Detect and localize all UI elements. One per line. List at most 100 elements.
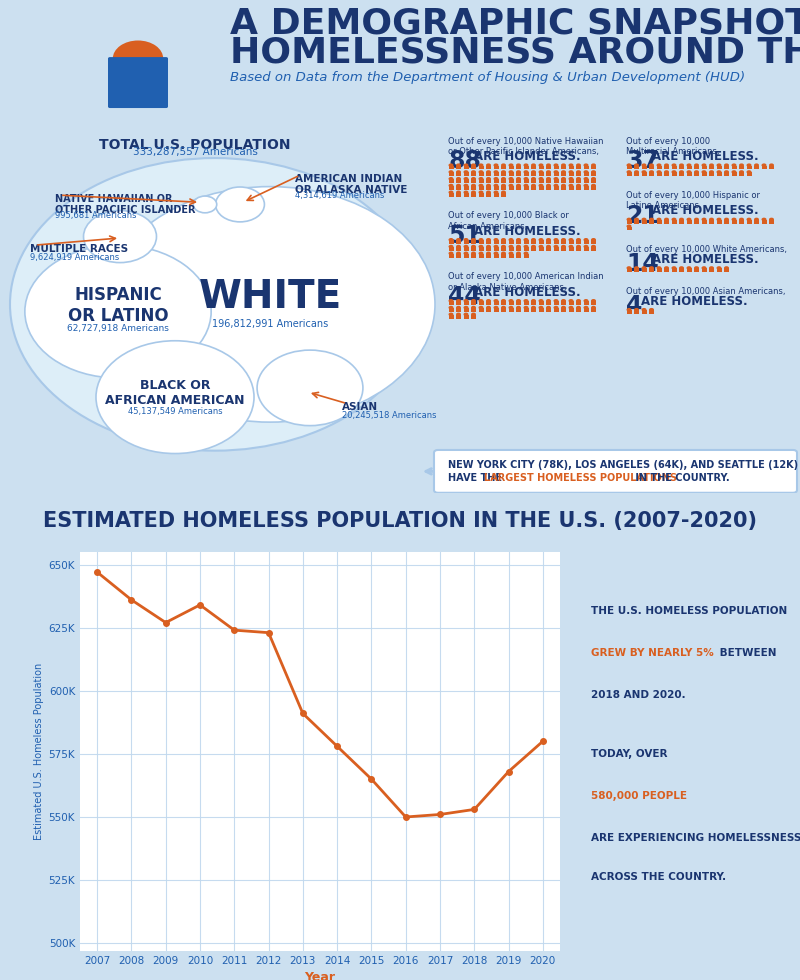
Bar <box>634 220 639 223</box>
Text: Out of every 10,000 White Americans,: Out of every 10,000 White Americans, <box>626 245 787 254</box>
Circle shape <box>664 218 669 221</box>
Bar <box>523 308 529 312</box>
Bar <box>569 240 574 244</box>
Bar <box>754 166 759 170</box>
Bar <box>471 315 476 318</box>
Bar <box>561 166 566 170</box>
Circle shape <box>486 164 491 167</box>
Circle shape <box>501 299 506 303</box>
Bar <box>538 308 543 312</box>
Circle shape <box>10 158 420 451</box>
Bar <box>626 166 631 170</box>
Circle shape <box>702 164 706 167</box>
Text: 995,681 Americans: 995,681 Americans <box>55 211 137 220</box>
Circle shape <box>501 164 506 167</box>
Text: Based on Data from the Department of Housing & Urban Development (HUD): Based on Data from the Department of Hou… <box>230 72 745 84</box>
Circle shape <box>746 218 751 221</box>
Bar <box>642 220 646 223</box>
Bar <box>463 315 469 318</box>
Circle shape <box>509 183 514 187</box>
Circle shape <box>509 164 514 167</box>
Circle shape <box>686 218 691 221</box>
Bar <box>523 301 529 305</box>
Bar <box>509 186 514 190</box>
Circle shape <box>554 164 558 167</box>
Circle shape <box>762 164 766 167</box>
Bar <box>649 166 654 170</box>
Bar <box>509 254 514 258</box>
Bar <box>634 166 639 170</box>
Circle shape <box>471 306 476 310</box>
Circle shape <box>626 171 631 173</box>
Bar <box>516 186 521 190</box>
Text: 44: 44 <box>448 285 481 309</box>
Circle shape <box>516 164 521 167</box>
Text: 333,287,557 Americans: 333,287,557 Americans <box>133 147 258 158</box>
Circle shape <box>478 177 483 180</box>
Circle shape <box>486 238 491 241</box>
Circle shape <box>769 164 774 167</box>
Circle shape <box>649 218 654 221</box>
Bar <box>724 166 729 170</box>
Bar <box>569 186 574 190</box>
Bar <box>531 308 536 312</box>
Bar <box>494 301 498 305</box>
Bar <box>463 172 469 176</box>
Bar <box>494 247 498 251</box>
Circle shape <box>478 183 483 187</box>
Bar <box>449 240 454 244</box>
Circle shape <box>546 238 551 241</box>
Circle shape <box>634 171 639 173</box>
Circle shape <box>591 299 596 303</box>
Bar <box>554 166 558 170</box>
Text: 4,314,619 Americans: 4,314,619 Americans <box>295 191 384 200</box>
Circle shape <box>463 306 469 310</box>
Bar <box>671 220 677 223</box>
Bar <box>456 186 461 190</box>
Bar <box>501 193 506 197</box>
Circle shape <box>456 190 461 194</box>
Circle shape <box>516 238 521 241</box>
Circle shape <box>686 164 691 167</box>
Bar <box>569 172 574 176</box>
Bar <box>591 308 596 312</box>
Bar <box>591 166 596 170</box>
Bar <box>576 172 581 176</box>
Circle shape <box>591 171 596 173</box>
Circle shape <box>657 218 662 221</box>
Bar <box>576 166 581 170</box>
Circle shape <box>591 164 596 167</box>
Circle shape <box>754 164 759 167</box>
Bar <box>717 220 722 223</box>
Circle shape <box>523 245 529 248</box>
Text: A DEMOGRAPHIC SNAPSHOT OF: A DEMOGRAPHIC SNAPSHOT OF <box>230 7 800 40</box>
Bar <box>516 240 521 244</box>
Circle shape <box>494 183 498 187</box>
Circle shape <box>642 218 646 221</box>
Circle shape <box>576 164 581 167</box>
Circle shape <box>576 245 581 248</box>
Circle shape <box>523 171 529 173</box>
Circle shape <box>569 245 574 248</box>
Circle shape <box>471 252 476 255</box>
Circle shape <box>449 238 454 241</box>
Bar <box>694 220 699 223</box>
Circle shape <box>516 245 521 248</box>
Circle shape <box>531 299 536 303</box>
Circle shape <box>494 245 498 248</box>
Bar <box>494 166 498 170</box>
Circle shape <box>531 245 536 248</box>
FancyBboxPatch shape <box>434 450 797 493</box>
Bar <box>591 186 596 190</box>
Circle shape <box>449 171 454 173</box>
Text: NATIVE HAWAIIAN OR
OTHER PACIFIC ISLANDER: NATIVE HAWAIIAN OR OTHER PACIFIC ISLANDE… <box>55 194 195 216</box>
Circle shape <box>456 164 461 167</box>
Circle shape <box>694 171 699 173</box>
Circle shape <box>105 186 435 422</box>
Bar <box>486 186 491 190</box>
Circle shape <box>449 306 454 310</box>
Bar <box>583 308 589 312</box>
Bar <box>762 220 766 223</box>
Circle shape <box>494 252 498 255</box>
Bar <box>554 308 558 312</box>
